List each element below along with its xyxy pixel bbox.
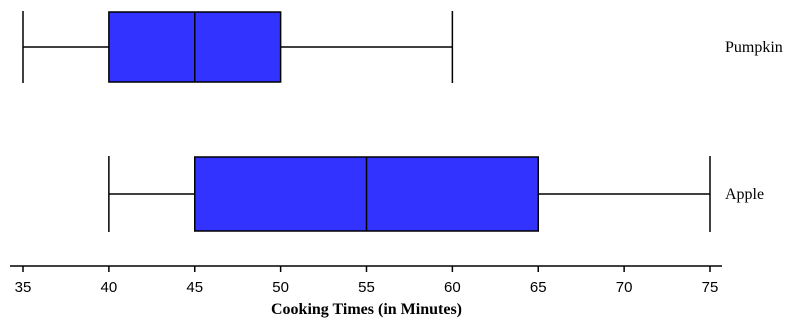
x-tick-label: 40 bbox=[101, 279, 118, 296]
x-axis: 35 40 45 50 55 60 65 70 75 bbox=[10, 265, 722, 296]
category-label: Apple bbox=[725, 186, 764, 203]
boxplot-apple: Apple bbox=[108, 156, 764, 232]
x-tick-label: 55 bbox=[358, 279, 375, 296]
boxplot-pumpkin: Pumpkin bbox=[22, 11, 783, 83]
x-tick-label: 70 bbox=[616, 279, 633, 296]
x-tick-label: 35 bbox=[15, 279, 32, 296]
x-tick-label: 50 bbox=[272, 279, 289, 296]
x-tick-label: 45 bbox=[186, 279, 203, 296]
x-axis-title: Cooking Times (in Minutes) bbox=[271, 301, 462, 318]
boxplot-series-group: Pumpkin Apple bbox=[22, 11, 783, 232]
x-tick-label: 65 bbox=[530, 279, 547, 296]
x-tick-label: 60 bbox=[444, 279, 461, 296]
x-tick-label: 75 bbox=[702, 279, 719, 296]
category-label: Pumpkin bbox=[725, 39, 783, 56]
